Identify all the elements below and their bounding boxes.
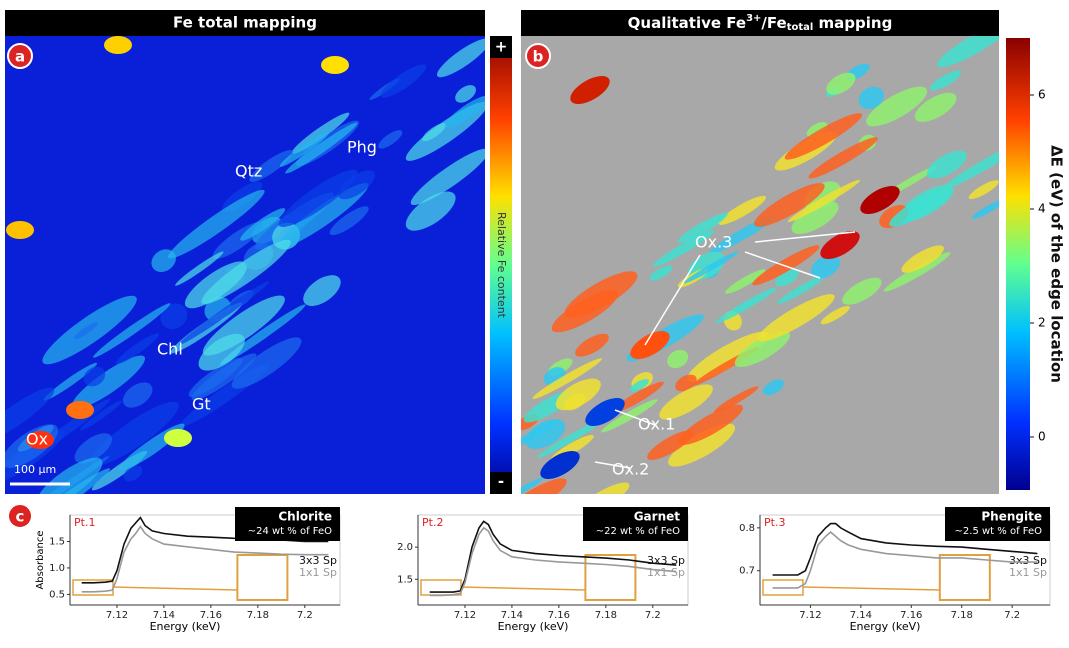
- map-label: Phg: [347, 138, 377, 157]
- x-tick-label: 7.18: [595, 610, 617, 621]
- map-label: Qtz: [235, 162, 262, 181]
- figure: Fe total mapping a Qtz Phg Chl Gt Ox 100…: [0, 0, 1069, 648]
- panel-letter: a: [15, 48, 25, 66]
- map-label: Chl: [157, 340, 183, 359]
- x-axis-label: Energy (keV): [498, 620, 569, 633]
- x-tick-label: 7.18: [247, 610, 269, 621]
- panel-letter: c: [16, 508, 25, 526]
- x-axis-label: Energy (keV): [850, 620, 921, 633]
- colorbar-tick-label: 6: [1038, 87, 1046, 101]
- mineral-name: Garnet: [634, 510, 681, 524]
- texture: [321, 56, 349, 74]
- point-label: Pt.3: [764, 516, 785, 529]
- colorbar-top: +: [495, 38, 508, 56]
- map-a: [0, 33, 494, 549]
- y-tick-label: 0.7: [739, 566, 755, 577]
- x-tick-label: 7.2: [645, 610, 661, 621]
- texture: [948, 0, 1023, 1]
- x-tick-label: 7.12: [106, 610, 128, 621]
- x-axis-label: Energy (keV): [150, 620, 221, 633]
- colorbar: [1006, 38, 1030, 490]
- mineral-name: Chlorite: [278, 510, 332, 524]
- y-tick-label: 0.8: [739, 523, 755, 534]
- map-label: Ox.3: [695, 233, 732, 252]
- y-tick-label: 2.0: [397, 542, 413, 553]
- texture: [164, 429, 192, 447]
- legend-entry: 1x1 Sp: [1009, 566, 1047, 579]
- inset-arrow: [803, 587, 940, 590]
- x-tick-label: 7.2: [297, 610, 313, 621]
- texture: [653, 493, 671, 507]
- map-label: Ox: [26, 430, 48, 449]
- inset-arrow: [461, 587, 585, 590]
- x-tick-label: 7.18: [951, 610, 973, 621]
- panel-letter: b: [533, 48, 544, 66]
- inset-box: [237, 555, 287, 600]
- header-sup: 3+: [746, 13, 761, 24]
- map-label: Ox.2: [612, 460, 649, 479]
- scale-bar-label: 100 μm: [14, 463, 56, 476]
- colorbar-label: Relative Fe content: [495, 212, 508, 319]
- mineral-name: Phengite: [981, 510, 1042, 524]
- y-tick-label: 0.5: [49, 589, 65, 600]
- header-text: mapping: [813, 14, 892, 32]
- feo-content: ~24 wt % of FeO: [248, 526, 332, 537]
- legend-entry: 1x1 Sp: [299, 566, 337, 579]
- header-text: Qualitative Fe: [628, 14, 746, 32]
- point-label: Pt.1: [74, 516, 95, 529]
- y-tick-label: 1.5: [49, 536, 65, 547]
- colorbar-tick-label: 4: [1038, 201, 1046, 215]
- map-label: Gt: [192, 395, 211, 414]
- map-label: Ox.1: [638, 415, 675, 434]
- y-tick-label: 1.0: [49, 563, 65, 574]
- feo-content: ~22 wt % of FeO: [596, 526, 680, 537]
- colorbar-bottom: -: [498, 473, 504, 491]
- x-tick-label: 7.2: [1004, 610, 1020, 621]
- legend-entry: 1x1 Sp: [647, 566, 685, 579]
- colorbar-tick-label: 2: [1038, 315, 1046, 329]
- texture: [104, 36, 132, 54]
- colorbar-tick-label: 0: [1038, 429, 1046, 443]
- map-b: [492, 0, 1025, 638]
- panel-a-header: Fe total mapping: [173, 14, 317, 32]
- x-tick-label: 7.12: [454, 610, 476, 621]
- texture: [66, 401, 94, 419]
- inset-box: [940, 555, 990, 600]
- header-text: /Fe: [761, 14, 786, 32]
- y-axis-label: Absorbance: [35, 530, 46, 589]
- colorbar-label: ΔE (eV) of the edge location: [1048, 145, 1066, 383]
- inset-box: [585, 555, 635, 600]
- y-tick-label: 1.5: [397, 574, 413, 585]
- inset-arrow: [113, 587, 237, 590]
- point-label: Pt.2: [422, 516, 443, 529]
- x-tick-label: 7.12: [799, 610, 821, 621]
- feo-content: ~2.5 wt % of FeO: [955, 526, 1043, 537]
- texture: [6, 221, 34, 239]
- header-sub: total: [787, 22, 814, 33]
